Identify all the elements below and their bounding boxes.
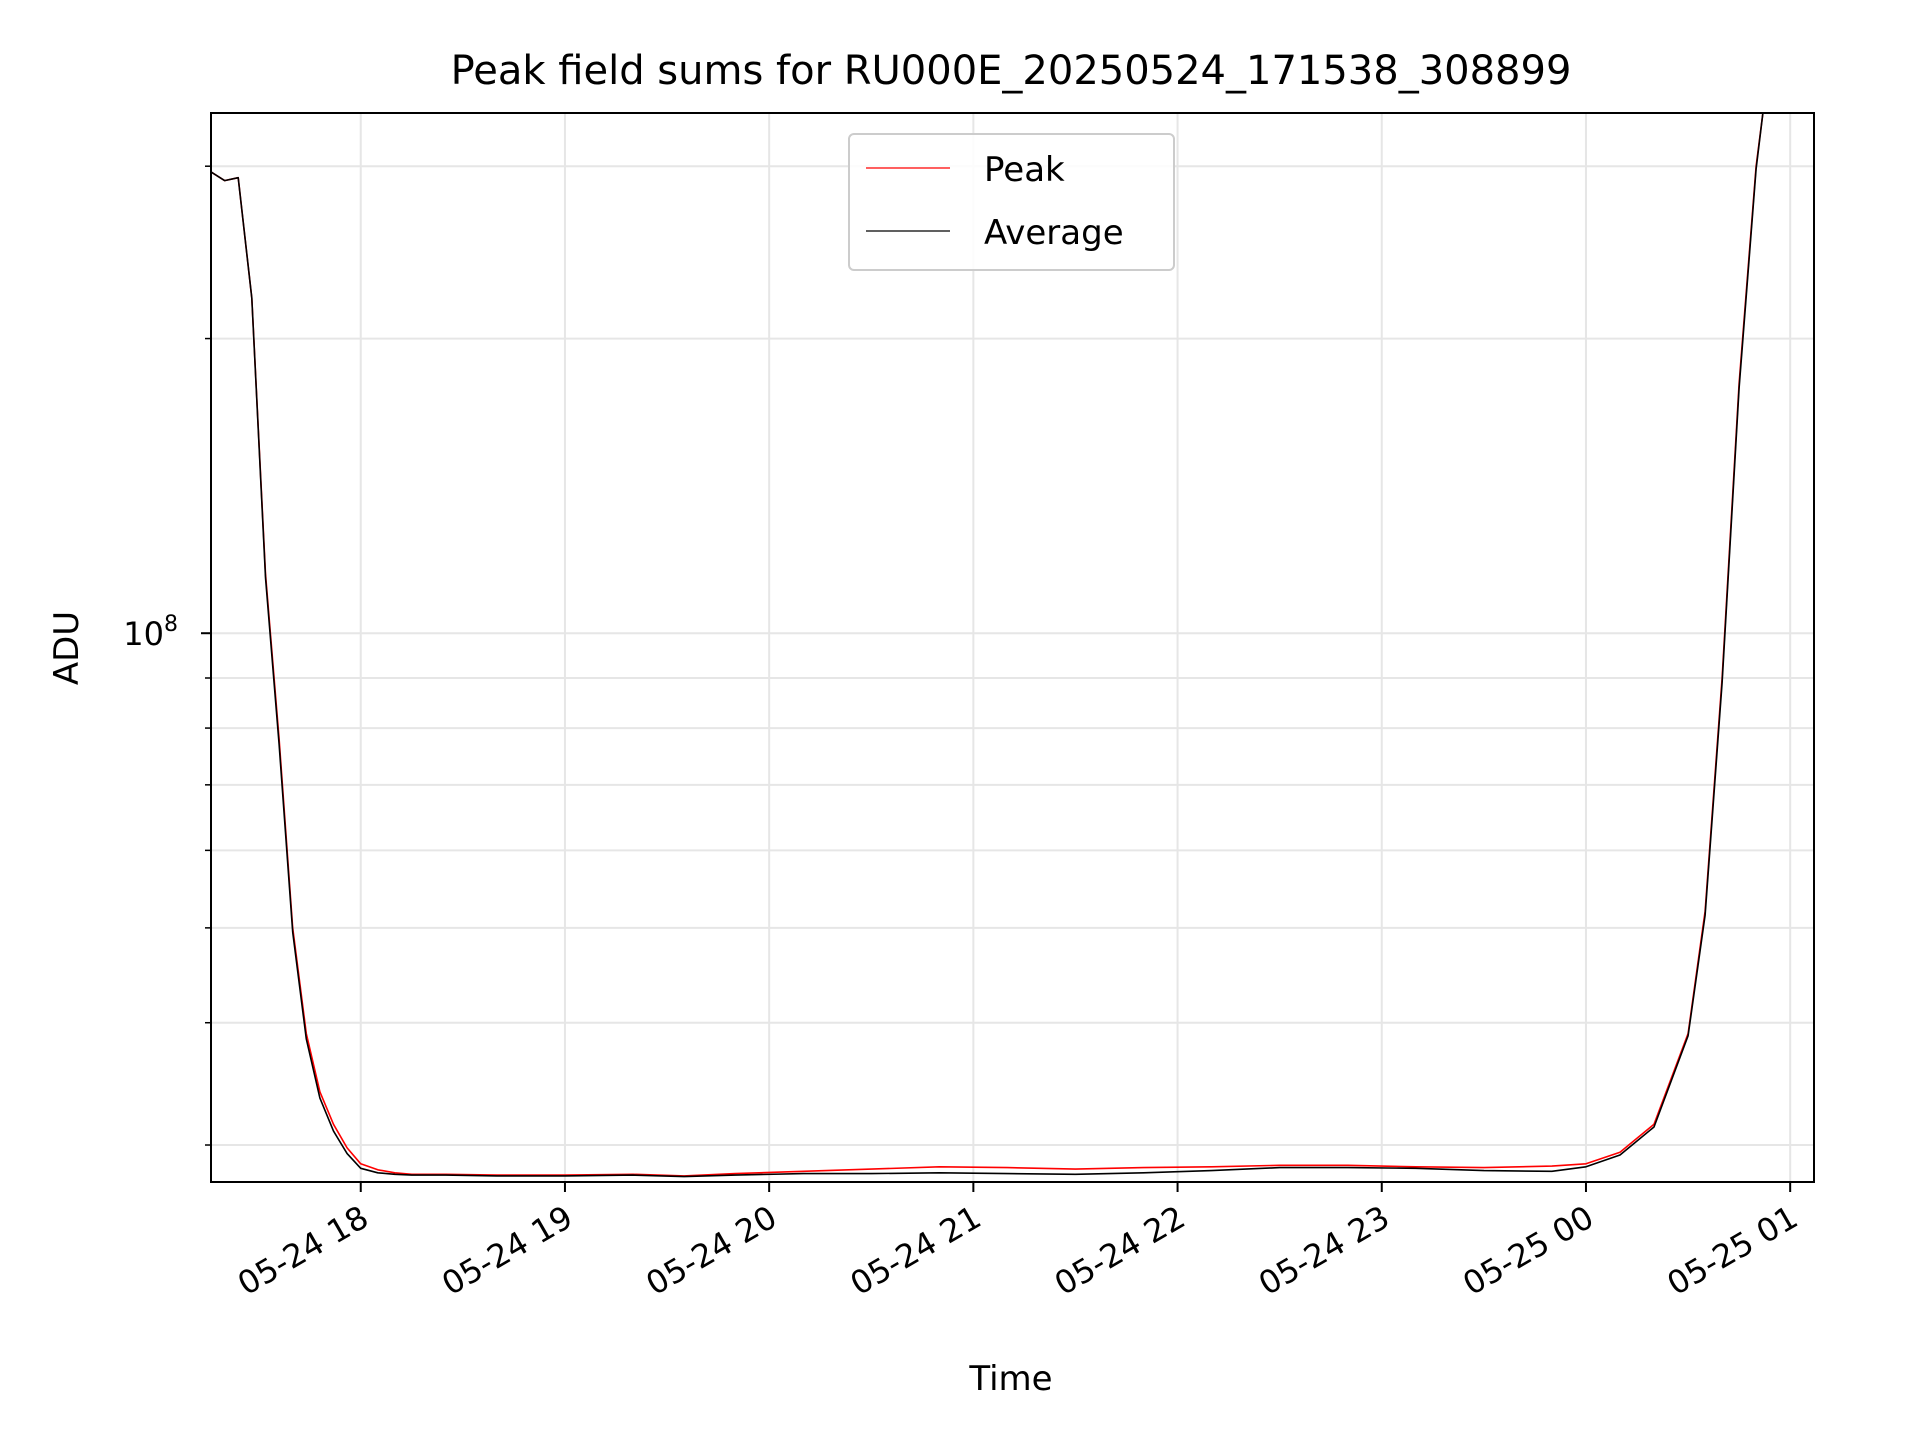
plot-frame	[210, 112, 1815, 1183]
chart-title: Peak field sums for RU000E_20250524_1715…	[451, 48, 1572, 94]
legend-label-peak: Peak	[984, 150, 1065, 190]
legend: Peak Average	[848, 133, 1175, 271]
y-tick-label: 108	[123, 612, 178, 653]
y-axis: 108	[123, 165, 211, 1146]
series-line-average	[210, 112, 1764, 1178]
series-layer	[210, 112, 1764, 1178]
y-axis-label: ADU	[47, 611, 87, 685]
grid	[211, 113, 1814, 1182]
legend-label-average: Average	[984, 213, 1124, 253]
x-axis-label: Time	[968, 1359, 1052, 1399]
